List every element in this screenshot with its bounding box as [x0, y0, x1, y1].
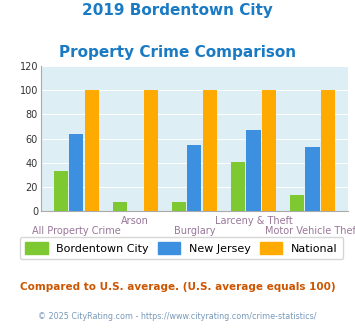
Legend: Bordentown City, New Jersey, National: Bordentown City, New Jersey, National	[20, 237, 343, 259]
Bar	[172, 202, 186, 211]
Bar	[54, 171, 68, 211]
Text: © 2025 CityRating.com - https://www.cityrating.com/crime-statistics/: © 2025 CityRating.com - https://www.city…	[38, 312, 317, 321]
Bar	[231, 162, 245, 211]
Bar	[246, 130, 261, 211]
Bar	[321, 90, 335, 211]
Bar	[290, 195, 304, 211]
Text: Motor Vehicle Theft: Motor Vehicle Theft	[265, 226, 355, 236]
Bar	[84, 90, 99, 211]
Bar	[187, 145, 201, 211]
Text: Compared to U.S. average. (U.S. average equals 100): Compared to U.S. average. (U.S. average …	[20, 282, 335, 292]
Bar	[262, 90, 276, 211]
Bar	[203, 90, 217, 211]
Text: 2019 Bordentown City: 2019 Bordentown City	[82, 3, 273, 18]
Text: Arson: Arson	[121, 216, 149, 226]
Bar	[305, 147, 320, 211]
Text: Property Crime Comparison: Property Crime Comparison	[59, 45, 296, 59]
Bar	[143, 90, 158, 211]
Text: Burglary: Burglary	[174, 226, 215, 236]
Text: All Property Crime: All Property Crime	[32, 226, 121, 236]
Text: Larceny & Theft: Larceny & Theft	[214, 216, 292, 226]
Bar	[113, 202, 127, 211]
Bar	[69, 134, 83, 211]
